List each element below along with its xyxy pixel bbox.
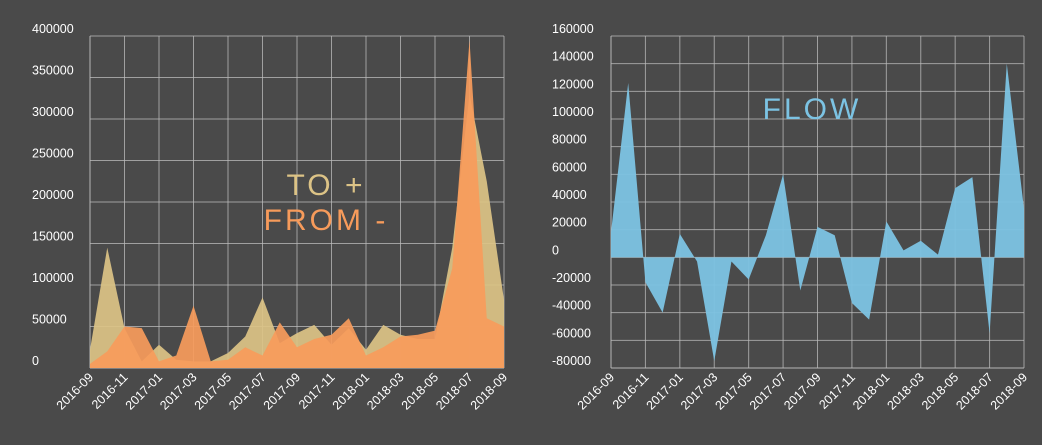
x-tick-label: 2018-09: [468, 370, 510, 412]
y-tick-label: 140000: [552, 50, 594, 64]
x-tick-label: 2017-07: [747, 370, 789, 412]
x-tick-label: 2018-01: [330, 370, 372, 412]
x-tick-label: 2017-09: [781, 370, 823, 412]
chart-panel-0: [89, 35, 505, 369]
y-tick-label: 100000: [552, 105, 594, 119]
area-series-1: [90, 40, 504, 369]
x-tick-label: 2018-03: [364, 370, 406, 412]
x-tick-label: 2017-01: [123, 370, 165, 412]
x-tick-label: 2017-05: [712, 370, 754, 412]
y-tick-label: 150000: [32, 230, 74, 244]
y-tick-label: -20000: [552, 271, 591, 285]
y-tick-label: -80000: [552, 354, 591, 368]
y-tick-label: 20000: [552, 216, 587, 230]
y-tick-label: 160000: [552, 22, 594, 36]
y-tick-label: 60000: [552, 160, 587, 174]
y-tick-label: 100000: [32, 271, 74, 285]
chart-title: FLOW: [763, 93, 862, 126]
x-tick-label: 2018-09: [988, 370, 1030, 412]
x-tick-label: 2018-03: [885, 370, 927, 412]
x-tick-label: 2018-05: [399, 370, 441, 412]
x-tick-label: 2017-01: [644, 370, 686, 412]
y-tick-label: 0: [552, 243, 559, 257]
y-tick-label: 300000: [32, 105, 74, 119]
y-tick-label: 200000: [32, 188, 74, 202]
chart-title-line1: TO +: [287, 169, 366, 202]
x-tick-label: 2017-03: [678, 370, 720, 412]
x-tick-label: 2018-07: [433, 370, 475, 412]
y-tick-label: 50000: [32, 313, 67, 327]
x-tick-label: 2018-07: [953, 370, 995, 412]
x-tick-label: 2018-05: [919, 370, 961, 412]
area-series-0: [611, 63, 1024, 362]
y-tick-label: 80000: [552, 133, 587, 147]
y-tick-label: 400000: [32, 22, 74, 36]
x-tick-label: 2018-01: [850, 370, 892, 412]
x-tick-label: 2017-07: [226, 370, 268, 412]
y-tick-label: 250000: [32, 147, 74, 161]
x-tick-label: 2016-09: [575, 370, 617, 412]
y-tick-label: -60000: [552, 326, 591, 340]
chart-panel-1: [610, 35, 1025, 369]
y-tick-label: 120000: [552, 77, 594, 91]
x-tick-label: 2017-03: [157, 370, 199, 412]
x-tick-label: 2016-09: [54, 370, 96, 412]
x-tick-label: 2017-05: [192, 370, 234, 412]
y-tick-label: 0: [32, 354, 39, 368]
y-tick-label: 40000: [552, 188, 587, 202]
y-tick-label: -40000: [552, 299, 591, 313]
x-tick-label: 2017-09: [261, 370, 303, 412]
chart-title-line2: FROM -: [264, 204, 389, 237]
y-tick-label: 350000: [32, 64, 74, 78]
